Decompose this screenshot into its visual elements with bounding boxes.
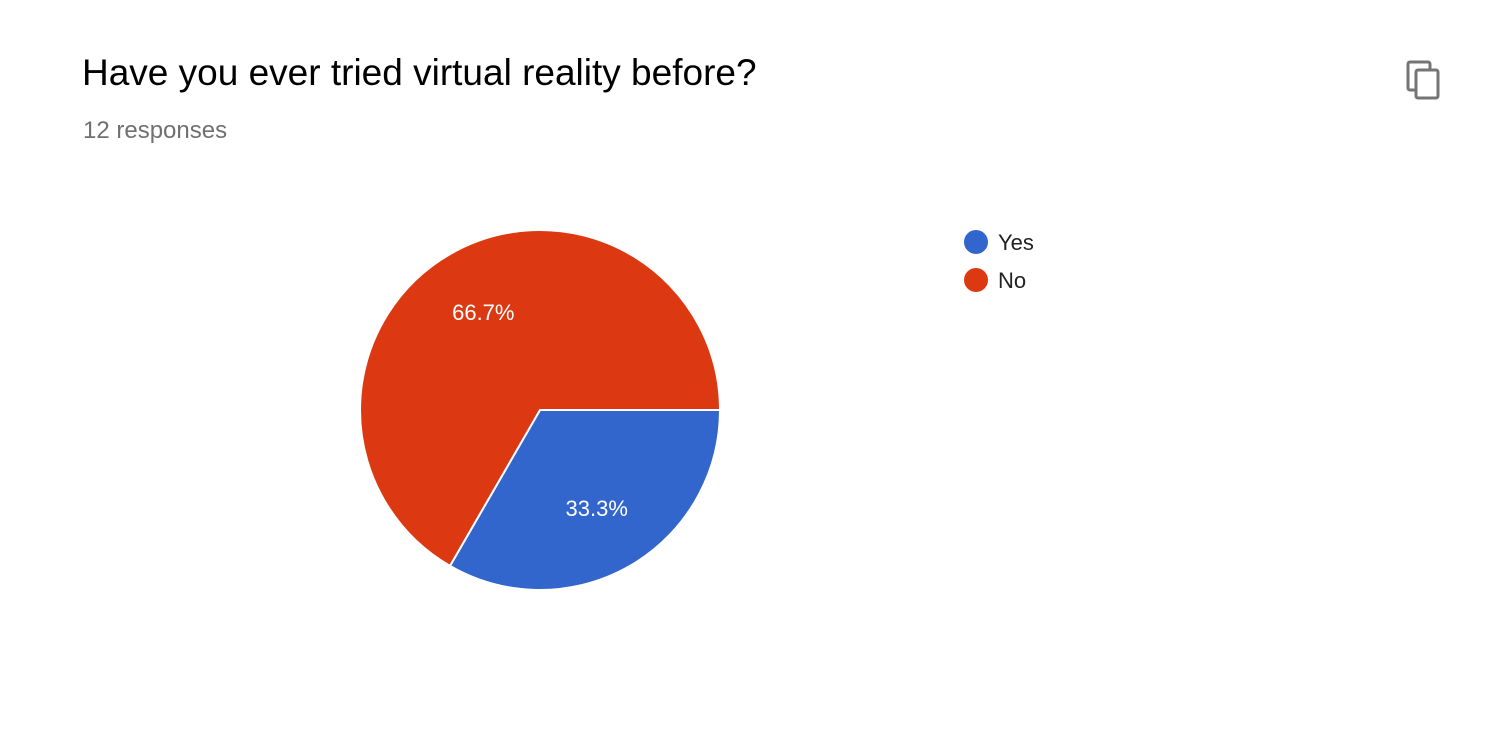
slice-percent-label: 66.7% <box>452 300 514 325</box>
legend-item-no[interactable]: No <box>964 268 1026 293</box>
response-count: 12 responses <box>83 117 228 144</box>
legend-marker <box>964 230 988 254</box>
slice-percent-label: 33.3% <box>566 496 628 521</box>
legend-marker <box>964 268 988 292</box>
legend-label: Yes <box>998 230 1034 255</box>
pie-labels: 33.3% 66.7% <box>452 300 628 521</box>
pie-slice-yes[interactable] <box>448 409 722 591</box>
legend-item-yes[interactable]: Yes <box>964 230 1034 255</box>
pie-slices <box>359 229 722 591</box>
copy-icon <box>1406 60 1440 100</box>
pie-slice-no[interactable] <box>359 229 722 568</box>
copy-chart-button[interactable] <box>1396 52 1452 108</box>
question-title: Have you ever tried virtual reality befo… <box>82 52 757 93</box>
chart-legend: Yes No <box>964 230 1034 293</box>
legend-label: No <box>998 268 1026 293</box>
